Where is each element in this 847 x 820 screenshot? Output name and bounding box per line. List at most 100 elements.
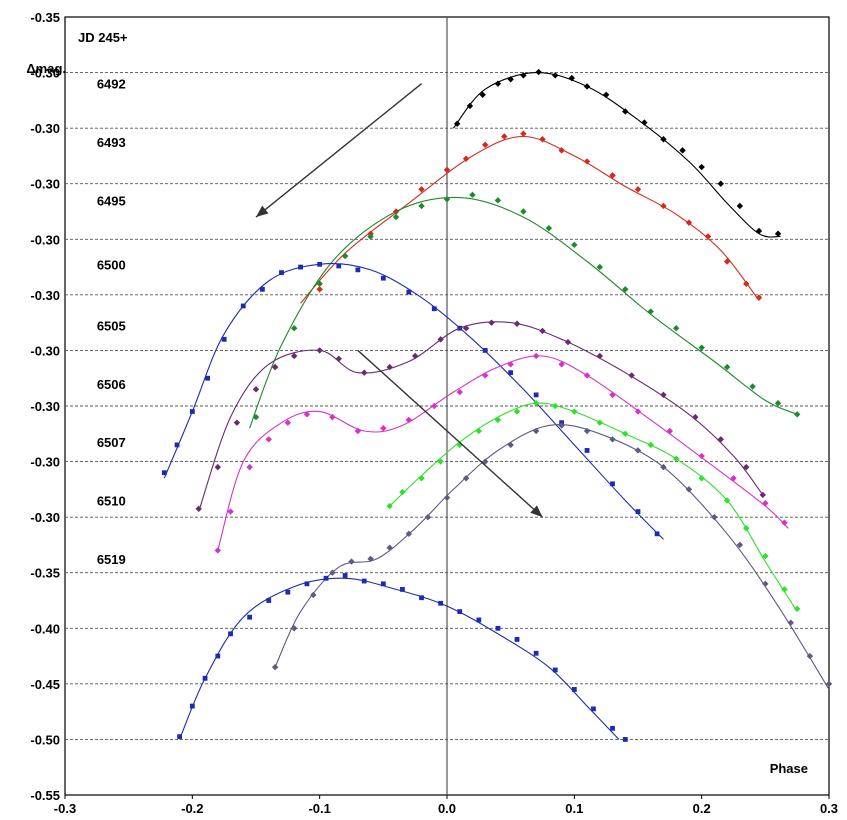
data-point <box>285 589 291 595</box>
data-point <box>323 575 329 581</box>
data-point <box>755 227 763 235</box>
series-label-6507: 6507 <box>97 435 126 450</box>
data-point <box>316 286 323 293</box>
data-point <box>634 186 642 193</box>
data-point <box>743 280 750 287</box>
y-tick-label: -0.55 <box>30 788 60 803</box>
data-point <box>583 83 591 90</box>
y-tick-label: -0.30 <box>30 510 60 525</box>
data-point <box>609 391 616 399</box>
data-point <box>342 573 348 578</box>
data-point <box>507 361 514 368</box>
x-tick-label: 0.2 <box>693 801 711 816</box>
trend-arrow-line <box>357 349 543 518</box>
data-point <box>418 202 425 210</box>
data-point <box>698 452 705 460</box>
data-point <box>698 475 705 482</box>
data-point <box>610 481 615 487</box>
series-6519: 6519 <box>97 552 628 742</box>
data-point <box>214 547 221 554</box>
data-point <box>685 219 693 226</box>
data-point <box>825 680 833 688</box>
data-point <box>228 631 233 637</box>
data-point <box>202 675 208 681</box>
data-point <box>354 427 362 435</box>
y-tick-label: -0.50 <box>30 732 60 747</box>
data-point <box>482 348 488 353</box>
data-point <box>704 233 712 240</box>
data-point <box>532 427 540 435</box>
y-tick-label: -0.30 <box>30 66 60 81</box>
data-point <box>723 497 731 504</box>
x-tick-label: -0.2 <box>181 801 203 816</box>
data-point <box>438 600 444 606</box>
data-point <box>411 352 419 360</box>
data-point <box>793 411 801 418</box>
series-label-6510: 6510 <box>97 493 126 508</box>
data-point <box>762 500 769 507</box>
data-point <box>583 158 591 165</box>
data-point <box>466 102 474 110</box>
data-point <box>781 586 788 593</box>
data-point <box>291 352 298 360</box>
data-point <box>806 652 814 660</box>
data-point <box>380 581 386 587</box>
data-point <box>266 598 272 603</box>
data-point <box>622 286 629 293</box>
data-point <box>317 261 323 267</box>
data-point <box>591 706 596 712</box>
data-point <box>571 408 578 415</box>
data-point <box>386 544 393 551</box>
series-6500: 6500 <box>97 257 664 540</box>
data-point <box>380 425 387 432</box>
data-point <box>329 413 336 421</box>
fit-curve-6493 <box>300 135 760 304</box>
data-point <box>195 505 202 513</box>
y-tick-label: -0.30 <box>30 343 60 358</box>
data-point <box>609 436 616 443</box>
data-point <box>514 637 520 642</box>
y-tick-label: -0.30 <box>30 177 60 192</box>
data-point <box>781 519 788 526</box>
data-point <box>271 363 279 371</box>
data-point <box>437 458 444 465</box>
x-axis-ticks: -0.3 -0.2 -0.1 0.0 0.1 0.2 0.3 <box>54 795 838 816</box>
data-point <box>634 447 642 454</box>
data-point <box>793 605 801 613</box>
data-point <box>298 264 303 270</box>
data-point <box>787 619 794 626</box>
data-point <box>743 463 750 471</box>
data-point <box>400 586 405 592</box>
series-6493: 6493 <box>97 130 763 304</box>
data-point <box>743 525 750 532</box>
data-point <box>507 441 514 449</box>
series-6505: 6505 <box>97 318 766 513</box>
data-point <box>399 488 406 496</box>
data-point <box>520 208 527 215</box>
series-label-6495: 6495 <box>97 193 126 208</box>
data-point <box>469 191 476 199</box>
series-label-6519: 6519 <box>97 552 126 567</box>
data-point <box>584 448 590 453</box>
series-6495: 6495 <box>97 191 801 429</box>
trend-arrow-head <box>530 505 543 518</box>
data-point <box>367 233 374 240</box>
y-tick-label: -0.30 <box>30 399 60 414</box>
data-point <box>252 386 260 393</box>
data-point <box>284 419 292 426</box>
data-point <box>424 513 432 521</box>
data-point <box>558 422 565 429</box>
data-point <box>495 625 501 631</box>
data-point <box>214 463 221 471</box>
data-point <box>673 325 680 332</box>
data-point <box>453 120 461 127</box>
data-point <box>482 141 489 149</box>
data-point <box>723 363 731 371</box>
data-point <box>335 355 342 362</box>
data-point <box>759 491 766 499</box>
data-point <box>647 441 654 449</box>
data-point <box>174 442 180 448</box>
data-point <box>717 180 724 187</box>
data-point <box>259 286 265 292</box>
